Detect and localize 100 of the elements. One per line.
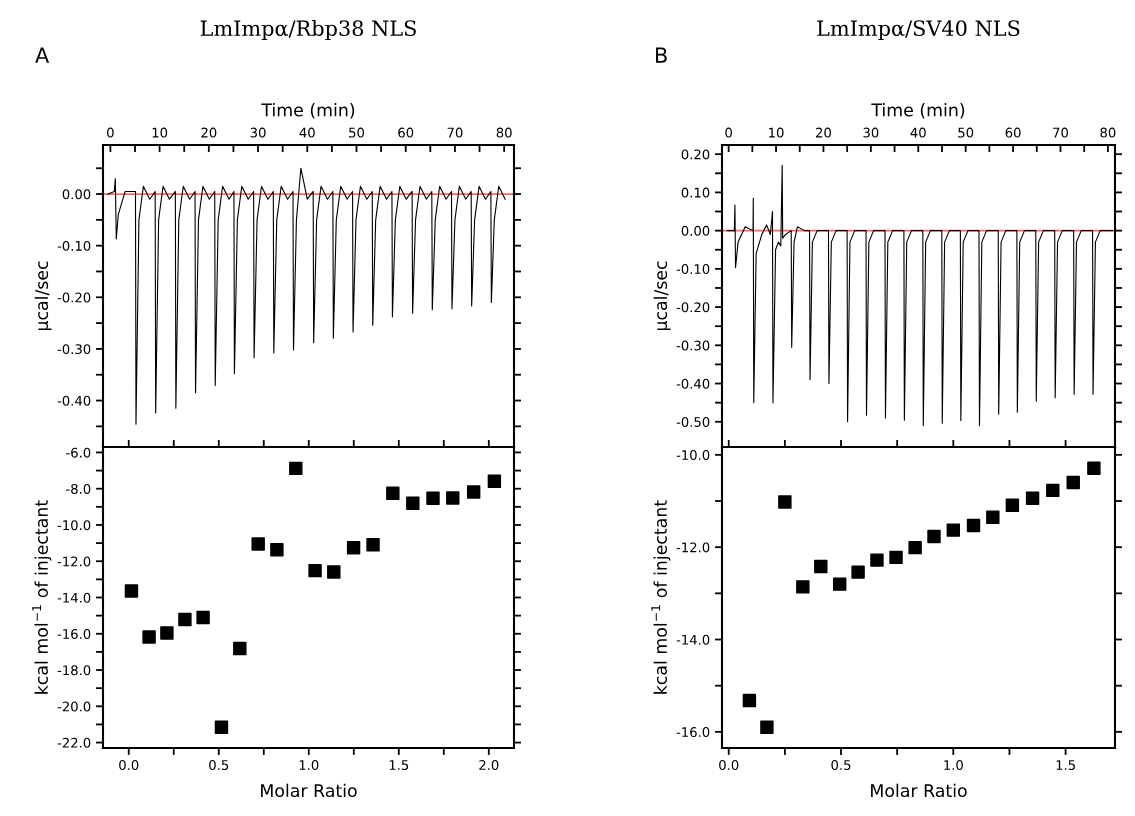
point: [366, 538, 380, 552]
text: B: [656, 47, 667, 63]
chart-title: LmImpα/SV40 NLS: [817, 20, 1020, 41]
point: [233, 641, 247, 656]
point: [466, 485, 481, 499]
x-tick-label: 30: [863, 127, 879, 138]
x-tick-label: 60: [398, 127, 414, 138]
point: [778, 495, 792, 509]
point: [289, 461, 303, 476]
point: [142, 630, 156, 644]
y-tick-label: 0.00: [681, 225, 710, 236]
y-axis-title: kcal mol$^{−1}$ of injectant: [651, 500, 671, 694]
point: [760, 720, 774, 734]
x-tick-label: 30: [250, 127, 266, 138]
x-tick-label: 50: [349, 127, 365, 138]
point: [426, 491, 440, 506]
point: [487, 474, 502, 488]
text: A: [35, 47, 50, 63]
point: [160, 626, 174, 640]
x-axis-title: Molar Ratio: [261, 783, 357, 798]
y-axis-title: µcal/sec: [653, 261, 671, 331]
y-tick-label: -20.0: [57, 701, 91, 712]
y-tick-label: -0.40: [676, 378, 710, 389]
point: [1046, 483, 1060, 498]
x-tick-label: 1.0: [299, 760, 319, 771]
y-tick-label: -12.0: [676, 542, 710, 553]
y-tick-label: -18.0: [57, 665, 91, 676]
y-tick-label: 0.10: [681, 187, 710, 198]
y-tick-label: -12.0: [57, 556, 91, 567]
y-tick-label: -0.30: [676, 340, 710, 351]
y-tick-label: -16.0: [676, 727, 710, 738]
point: [889, 550, 903, 565]
point: [966, 518, 981, 533]
y-tick-label: -0.10: [676, 264, 710, 275]
x-tick-label: 0.5: [831, 760, 851, 771]
point: [214, 720, 229, 735]
point: [386, 486, 400, 500]
point: [986, 510, 1000, 524]
point: [927, 529, 941, 544]
x-axis-title: Molar Ratio: [871, 783, 967, 798]
point: [308, 563, 322, 578]
y-tick-label: -0.50: [676, 416, 710, 427]
y-axis-title: µcal/sec: [34, 261, 52, 331]
point: [251, 537, 265, 551]
point: [814, 559, 828, 574]
x-tick-label: 20: [816, 127, 831, 138]
x-tick-label: 10: [769, 127, 784, 138]
point: [851, 565, 865, 579]
y-tick-label: 0.00: [62, 189, 91, 200]
point: [832, 577, 847, 591]
x-tick-label: 0.0: [719, 760, 739, 771]
y-axis-title: kcal mol$^{−1}$ of injectant: [32, 500, 52, 694]
point: [178, 612, 192, 627]
point: [124, 584, 139, 598]
y-tick-label: -10.0: [676, 450, 710, 461]
y-tick-label: -0.20: [57, 292, 91, 303]
x-tick-label: 1.5: [1056, 760, 1075, 771]
point: [796, 580, 810, 594]
x-axis-title: Time (min): [871, 103, 965, 119]
point: [742, 693, 757, 708]
y-tick-label: -0.10: [57, 240, 91, 251]
x-tick-label: 80: [496, 127, 512, 138]
point: [270, 543, 284, 557]
x-tick-label: 1.0: [944, 760, 963, 771]
point: [946, 523, 961, 537]
x-tick-label: 2.0: [479, 760, 499, 771]
point: [327, 565, 341, 579]
y-tick-label: -14.0: [676, 634, 710, 645]
point: [1005, 498, 1020, 512]
y-tick-label: -8.0: [66, 483, 91, 494]
point: [908, 540, 922, 555]
x-tick-label: 20: [201, 127, 217, 138]
line-series: [107, 167, 506, 425]
point: [196, 610, 210, 625]
point: [446, 491, 460, 505]
x-tick-label: 40: [299, 127, 315, 138]
x-tick-label: 40: [910, 127, 926, 138]
point: [1087, 461, 1101, 475]
x-tick-label: 70: [447, 127, 463, 138]
x-tick-label: 0: [107, 127, 114, 138]
x-tick-label: 1.5: [389, 760, 409, 771]
y-tick-label: -0.40: [57, 395, 91, 406]
x-tick-label: 80: [1100, 127, 1116, 138]
x-tick-label: 50: [958, 127, 974, 138]
x-tick-label: 60: [1005, 127, 1021, 138]
chart-title: LmImpα/Rbp38 NLS: [200, 19, 416, 41]
x-tick-label: 70: [1053, 127, 1068, 138]
point: [406, 496, 420, 510]
y-tick-label: -0.30: [57, 344, 91, 355]
x-tick-label: 0.5: [209, 760, 229, 771]
x-tick-label: 10: [152, 127, 168, 138]
y-tick-label: -0.20: [676, 302, 710, 313]
y-tick-label: -14.0: [57, 592, 91, 603]
point: [1025, 491, 1040, 505]
x-tick-label: 0: [725, 127, 732, 138]
x-tick-label: 0.0: [119, 760, 139, 771]
y-tick-label: -22.0: [57, 737, 91, 748]
point: [346, 541, 361, 555]
x-axis-title: Time (min): [261, 103, 355, 119]
y-tick-label: -10.0: [57, 520, 91, 531]
